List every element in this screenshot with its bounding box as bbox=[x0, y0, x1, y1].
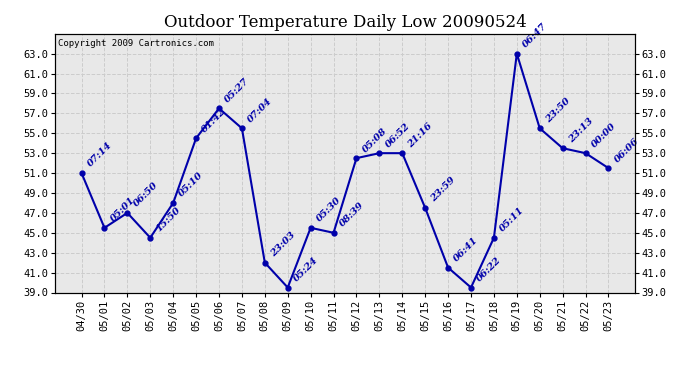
Text: 21:16: 21:16 bbox=[406, 121, 435, 149]
Text: 23:03: 23:03 bbox=[269, 231, 297, 258]
Text: Copyright 2009 Cartronics.com: Copyright 2009 Cartronics.com bbox=[58, 39, 214, 48]
Text: 00:00: 00:00 bbox=[590, 121, 618, 149]
Text: 08:39: 08:39 bbox=[337, 201, 366, 229]
Text: 07:04: 07:04 bbox=[246, 96, 274, 124]
Text: 01:42: 01:42 bbox=[200, 106, 228, 134]
Text: 06:47: 06:47 bbox=[521, 21, 549, 50]
Text: 05:30: 05:30 bbox=[315, 196, 343, 223]
Text: 15:50: 15:50 bbox=[155, 206, 182, 234]
Text: 05:01: 05:01 bbox=[108, 196, 137, 223]
Text: 06:52: 06:52 bbox=[384, 121, 411, 149]
Text: 05:08: 05:08 bbox=[361, 126, 388, 154]
Text: 05:10: 05:10 bbox=[177, 171, 206, 199]
Text: 07:14: 07:14 bbox=[86, 141, 114, 169]
Title: Outdoor Temperature Daily Low 20090524: Outdoor Temperature Daily Low 20090524 bbox=[164, 14, 526, 31]
Text: 05:11: 05:11 bbox=[498, 206, 526, 234]
Text: 23:50: 23:50 bbox=[544, 96, 572, 124]
Text: 06:50: 06:50 bbox=[132, 181, 159, 209]
Text: 06:22: 06:22 bbox=[475, 255, 503, 284]
Text: 23:59: 23:59 bbox=[429, 176, 457, 204]
Text: 06:41: 06:41 bbox=[452, 236, 480, 264]
Text: 06:06: 06:06 bbox=[613, 136, 640, 164]
Text: 05:27: 05:27 bbox=[223, 76, 251, 104]
Text: 23:13: 23:13 bbox=[566, 116, 595, 144]
Text: 05:24: 05:24 bbox=[292, 255, 320, 284]
